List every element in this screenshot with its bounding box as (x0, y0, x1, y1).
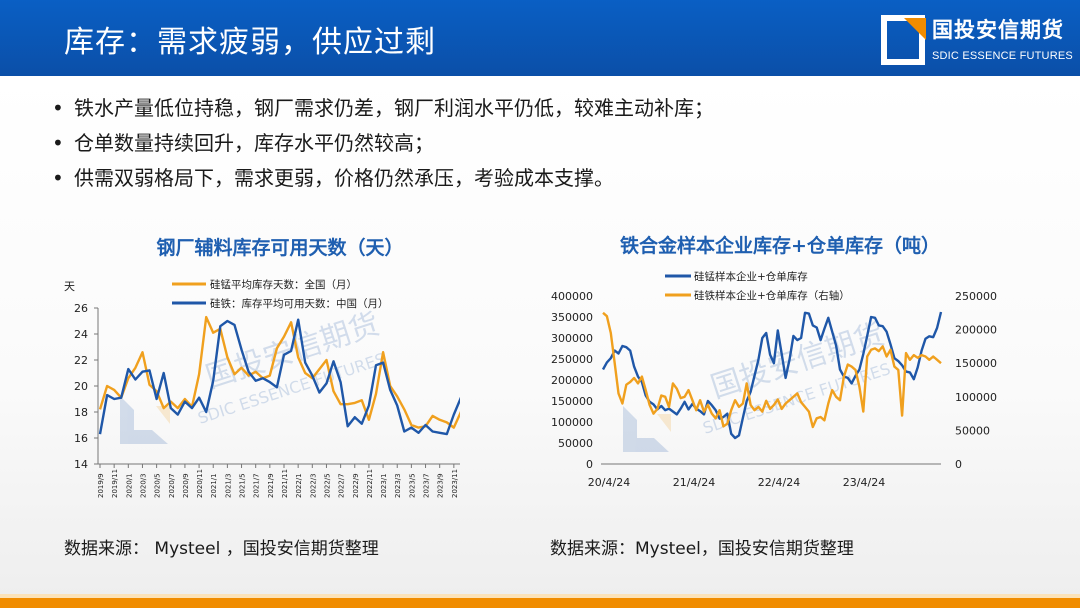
y-right-tick-label: 150000 (955, 357, 997, 370)
page-title: 库存：需求疲弱，供应过剩 (64, 25, 436, 60)
x-tick-label: 23/4/24 (843, 476, 885, 489)
chart-left-ylabel: 天 (64, 280, 75, 293)
x-tick-label: 2022/9 (352, 473, 360, 498)
x-tick-label: 2023/11 (451, 469, 459, 498)
x-tick-label: 2020/7 (168, 473, 176, 498)
x-tick-label: 2021/1 (210, 473, 218, 498)
chart-right-title: 铁合金样本企业库存+仓单库存（吨） (620, 234, 940, 257)
y-left-tick-label: 0 (586, 458, 593, 471)
legend-label: 硅铁：库存平均可用天数：中国（月） (210, 297, 389, 310)
x-tick-label: 2021/9 (267, 473, 275, 498)
x-tick-label: 20/4/24 (588, 476, 630, 489)
x-tick-label: 2022/1 (295, 473, 303, 498)
company-logo (881, 15, 926, 65)
y-right-tick-label: 250000 (955, 290, 997, 303)
y-left-tick-label: 150000 (551, 395, 593, 408)
header-bar: 库存：需求疲弱，供应过剩 国投安信期货 SDIC ESSENCE FUTURES (0, 0, 1080, 76)
y-tick-label: 24 (74, 328, 88, 341)
bullet-dot-icon: • (52, 166, 64, 190)
series-line-ferrosilicon (98, 318, 460, 436)
legend-label: 硅锰平均库存天数：全国（月） (210, 278, 357, 291)
y-tick-label: 18 (74, 406, 88, 419)
y-left-tick-label: 250000 (551, 353, 593, 366)
bullet-text: 仓单数量持续回升，库存水平仍然较高； (74, 131, 434, 155)
series-line-silicomanganese (601, 311, 943, 440)
bullet-item: • 仓单数量持续回升，库存水平仍然较高； (52, 127, 434, 156)
bullet-text: 供需双弱格局下，需求更弱，价格仍然承压，考验成本支撑。 (74, 166, 614, 190)
x-tick-label: 2019/11 (111, 469, 119, 498)
x-tick-label: 2022/11 (366, 469, 374, 498)
x-tick-label: 2022/5 (323, 473, 331, 498)
logo-name-en: SDIC ESSENCE FUTURES (932, 50, 1073, 62)
y-tick-label: 14 (74, 458, 88, 471)
chart-left-legend: 硅锰平均库存天数：全国（月） 硅铁：库存平均可用天数：中国（月） (172, 278, 389, 310)
bullet-dot-icon: • (52, 131, 64, 155)
chart-left: 钢厂辅料库存可用天数（天） 天 国投安信期货 SDIC ESSENCE FUTU… (64, 236, 460, 498)
watermark-accent-icon (657, 414, 671, 432)
y-tick-label: 20 (74, 380, 88, 393)
legend-label: 硅锰样本企业+仓单库存 (694, 270, 808, 283)
series-line-silicomanganese (98, 315, 460, 429)
logo-accent-icon (904, 18, 926, 40)
chart-right-series (601, 311, 943, 440)
footer-bar (0, 598, 1080, 608)
x-tick-label: 2023/1 (380, 473, 388, 498)
x-tick-label: 2023/5 (408, 473, 416, 498)
x-tick-label: 2023/3 (394, 473, 402, 498)
chart-right-legend: 硅锰样本企业+仓单库存 硅铁样本企业+仓单库存（右轴） (665, 270, 850, 302)
y-left-tick-label: 50000 (558, 437, 593, 450)
y-left-tick-label: 350000 (551, 311, 593, 324)
x-tick-label: 2021/5 (239, 473, 247, 498)
series-line-ferrosilicon (602, 311, 942, 429)
x-tick-label: 2019/9 (97, 473, 105, 498)
x-tick-label: 21/4/24 (673, 476, 715, 489)
x-tick-label: 2023/9 (437, 473, 445, 498)
source-note-left: 数据来源： Mysteel ，国投安信期货整理 (64, 539, 379, 559)
y-left-tick-label: 300000 (551, 332, 593, 345)
x-tick-label: 2020/9 (182, 473, 190, 498)
content-area (0, 76, 1080, 600)
x-tick-label: 2020/1 (125, 473, 133, 498)
x-tick-label: 2021/11 (281, 469, 289, 498)
x-tick-label: 2021/7 (253, 473, 261, 498)
chart-right: 铁合金样本企业库存+仓单库存（吨） 国投安信期货 SDIC ESSENCE FU… (551, 234, 997, 489)
bullet-item: • 供需双弱格局下，需求更弱，价格仍然承压，考验成本支撑。 (52, 162, 614, 191)
y-right-tick-label: 100000 (955, 391, 997, 404)
y-left-tick-label: 400000 (551, 290, 593, 303)
x-tick-label: 2020/3 (139, 473, 147, 498)
y-left-tick-label: 200000 (551, 374, 593, 387)
chart-left-title: 钢厂辅料库存可用天数（天） (156, 236, 403, 259)
bullet-dot-icon: • (52, 96, 64, 120)
x-tick-label: 2021/3 (224, 473, 232, 498)
chart-left-axes: 14 16 18 20 22 24 26 2019/9 2019/11 2020/1 2020/3 2… (74, 302, 460, 498)
x-tick-label: 2020/5 (154, 473, 162, 498)
y-tick-label: 16 (74, 432, 88, 445)
logo-mark-icon (881, 15, 925, 65)
x-tick-label: 22/4/24 (758, 476, 800, 489)
y-right-tick-label: 0 (955, 458, 962, 471)
watermark-logo-icon (120, 396, 168, 444)
watermark-accent-icon (156, 406, 170, 424)
y-tick-label: 22 (74, 354, 88, 367)
chart-right-axes: 0 50000 100000 150000 200000 250000 300000 3500… (551, 290, 997, 489)
x-tick-label: 2023/7 (423, 473, 431, 498)
y-left-tick-label: 100000 (551, 416, 593, 429)
footer-accent-line (0, 594, 1080, 598)
bullet-text: 铁水产量低位持稳，钢厂需求仍差，钢厂利润水平仍低，较难主动补库； (74, 96, 714, 120)
y-tick-label: 26 (74, 302, 88, 315)
watermark-logo-icon (623, 406, 669, 452)
logo-name-cn: 国投安信期货 (932, 18, 1064, 42)
source-note-right: 数据来源：Mysteel，国投安信期货整理 (550, 539, 854, 559)
x-tick-label: 2020/11 (196, 469, 204, 498)
x-tick-label: 2022/7 (338, 473, 346, 498)
legend-label: 硅铁样本企业+仓单库存（右轴） (694, 289, 850, 302)
bullet-item: • 铁水产量低位持稳，钢厂需求仍差，钢厂利润水平仍低，较难主动补库； (52, 92, 714, 121)
y-right-tick-label: 50000 (955, 424, 990, 437)
y-right-tick-label: 200000 (955, 324, 997, 337)
chart-left-series (98, 315, 460, 436)
x-tick-label: 2022/3 (309, 473, 317, 498)
